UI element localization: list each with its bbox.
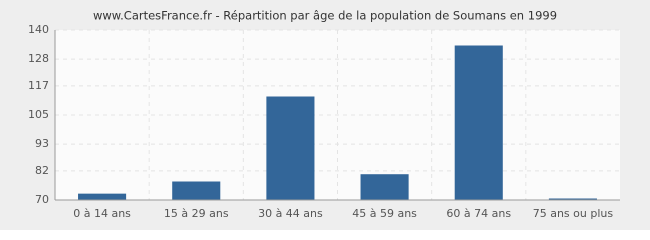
x-tick-label: 75 ans ou plus [533, 207, 614, 220]
bar [360, 174, 409, 201]
bar [266, 96, 315, 201]
bar [78, 193, 127, 201]
x-tick-label: 45 à 59 ans [352, 207, 417, 220]
y-tick-label: 117 [28, 79, 49, 92]
y-tick-label: 70 [35, 193, 49, 206]
chart: www.CartesFrance.fr - Répartition par âg… [0, 0, 650, 230]
y-tick-label: 82 [35, 164, 49, 177]
y-tick-label: 105 [28, 108, 49, 121]
bar [172, 181, 221, 201]
y-tick-label: 140 [28, 23, 49, 36]
bar [454, 45, 503, 201]
chart-title: www.CartesFrance.fr - Répartition par âg… [93, 9, 557, 23]
y-tick-label: 128 [28, 52, 49, 65]
x-tick-label: 0 à 14 ans [73, 207, 131, 220]
x-tick-label: 60 à 74 ans [446, 207, 511, 220]
x-tick-label: 15 à 29 ans [164, 207, 229, 220]
y-tick-label: 93 [35, 137, 49, 150]
x-tick-label: 30 à 44 ans [258, 207, 323, 220]
